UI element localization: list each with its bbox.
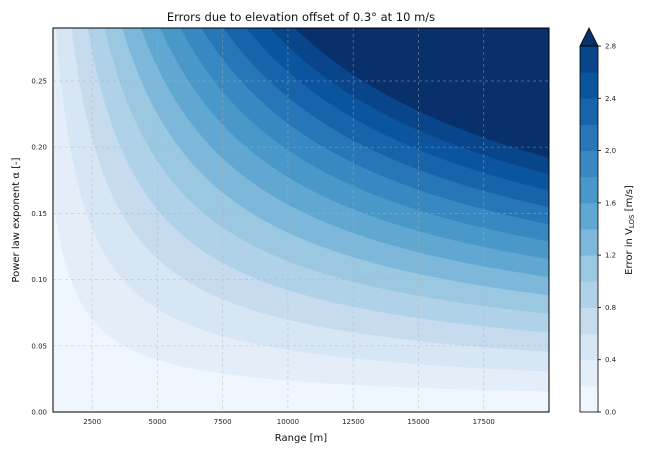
plot-frame — [52, 27, 550, 413]
colorbar-extend-arrow — [579, 27, 599, 47]
colorbar-tick-label: 2.4 — [605, 95, 617, 103]
colorbar-segment — [580, 124, 598, 152]
colorbar-segment — [580, 359, 598, 387]
x-tick-label: 7500 — [214, 418, 232, 426]
colorbar-segment — [580, 46, 598, 73]
colorbar-tick-label: 0.4 — [605, 356, 617, 364]
colorbar-segment — [580, 229, 598, 256]
colorbar-label: Error in VLOS [m/s] — [624, 185, 636, 275]
colorbar-segment — [580, 176, 598, 204]
y-tick-label: 0.25 — [31, 77, 47, 85]
contour-band-2.8 — [294, 28, 549, 158]
colorbar-tick-label: 0.8 — [605, 304, 616, 312]
y-tick-label: 0.05 — [31, 342, 47, 350]
colorbar-tick-label: 1.2 — [605, 252, 616, 260]
colorbar-segment — [580, 255, 598, 282]
chart-title: Errors due to elevation offset of 0.3° a… — [167, 10, 435, 24]
colorbar-segment — [580, 333, 598, 361]
x-tick-label: 17500 — [473, 418, 495, 426]
y-tick-label: 0.15 — [31, 210, 47, 218]
y-tick-label: 0.00 — [31, 409, 47, 417]
y-tick-label: 0.10 — [31, 276, 47, 284]
colorbar-segment — [580, 307, 598, 335]
colorbar-frame — [579, 45, 599, 413]
colorbar-tick-label: 1.6 — [605, 199, 617, 207]
colorbar-segment — [580, 385, 598, 413]
colorbar-tick-label: 0.0 — [605, 409, 616, 417]
colorbar-segment — [580, 72, 598, 99]
colorbar: 0.0 0.4 0.8 1.2 1.6 2.0 2.4 2.8 — [579, 27, 617, 417]
colorbar-segment — [580, 150, 598, 178]
y-axis-label: Power law exponent α [-] — [11, 157, 22, 282]
y-ticks: 0.00 0.05 0.10 0.15 0.20 0.25 — [31, 77, 47, 416]
colorbar-tick-label: 2.8 — [605, 43, 616, 51]
y-tick-label: 0.20 — [31, 144, 47, 152]
x-ticks: 2500 5000 7500 10000 12500 15000 17500 — [83, 418, 495, 426]
x-tick-label: 2500 — [83, 418, 101, 426]
colorbar-segment — [580, 281, 598, 308]
colorbar-segment — [580, 202, 598, 230]
x-tick-label: 15000 — [407, 418, 429, 426]
grid-lines — [53, 28, 549, 412]
x-tick-label: 10000 — [277, 418, 299, 426]
colorbar-segment — [580, 98, 598, 125]
contour-bands — [53, 28, 549, 412]
colorbar-tick-label: 2.0 — [605, 147, 616, 155]
x-axis-label: Range [m] — [275, 433, 328, 444]
x-tick-label: 12500 — [342, 418, 364, 426]
x-tick-label: 5000 — [149, 418, 167, 426]
